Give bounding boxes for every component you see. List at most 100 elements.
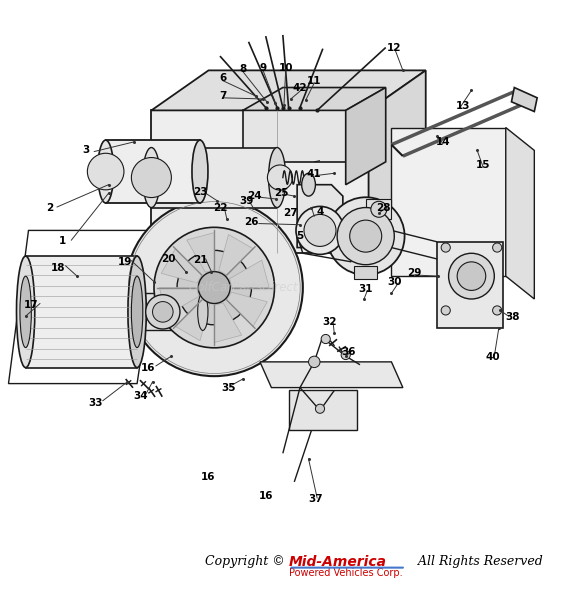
Circle shape	[154, 227, 274, 348]
Bar	[26, 256, 137, 368]
Text: 27: 27	[284, 208, 298, 218]
Text: 15: 15	[476, 160, 490, 170]
Ellipse shape	[192, 140, 208, 203]
Text: 4: 4	[316, 207, 324, 217]
Text: Mid-America: Mid-America	[289, 555, 386, 569]
Text: 19: 19	[117, 257, 132, 267]
Circle shape	[492, 243, 502, 252]
Text: 40: 40	[486, 352, 501, 362]
Text: 22: 22	[213, 203, 227, 212]
Bar	[437, 242, 503, 328]
Circle shape	[341, 350, 350, 359]
Bar	[137, 293, 203, 331]
Text: 6: 6	[219, 74, 226, 83]
Polygon shape	[297, 185, 343, 248]
Text: 7: 7	[219, 91, 227, 101]
Ellipse shape	[143, 148, 160, 208]
Circle shape	[309, 356, 320, 368]
Text: 5: 5	[296, 231, 303, 241]
Text: GolfCarPartsDirect: GolfCarPartsDirect	[188, 281, 298, 294]
Polygon shape	[160, 288, 199, 315]
Polygon shape	[368, 71, 426, 254]
Text: 10: 10	[278, 63, 293, 72]
Text: 14: 14	[436, 137, 450, 147]
Text: All Rights Reserved: All Rights Reserved	[414, 556, 543, 569]
Text: 21: 21	[193, 255, 207, 265]
Text: 26: 26	[244, 217, 259, 227]
Bar	[106, 140, 200, 203]
Text: 13: 13	[456, 101, 470, 111]
Text: 31: 31	[358, 283, 372, 294]
Text: 25: 25	[274, 188, 289, 199]
Text: 23: 23	[193, 187, 207, 197]
Circle shape	[267, 165, 292, 190]
Circle shape	[88, 153, 124, 190]
Text: 38: 38	[505, 312, 520, 322]
Polygon shape	[214, 303, 242, 343]
Text: 17: 17	[24, 300, 39, 310]
Text: 16: 16	[142, 362, 156, 373]
Bar	[151, 148, 277, 208]
Text: 16: 16	[201, 472, 216, 483]
Polygon shape	[346, 87, 386, 185]
Circle shape	[350, 220, 382, 252]
Polygon shape	[230, 260, 269, 288]
Text: 41: 41	[307, 169, 321, 179]
Polygon shape	[243, 111, 346, 162]
Ellipse shape	[132, 276, 143, 347]
Circle shape	[337, 208, 394, 265]
Circle shape	[153, 301, 173, 322]
Circle shape	[327, 197, 405, 275]
Text: Copyright ©: Copyright ©	[205, 556, 289, 569]
Text: 33: 33	[88, 398, 103, 408]
Circle shape	[448, 254, 494, 299]
Polygon shape	[219, 234, 253, 275]
Polygon shape	[289, 390, 357, 431]
Circle shape	[457, 262, 485, 291]
Polygon shape	[512, 87, 537, 112]
Text: 2: 2	[46, 203, 53, 212]
Circle shape	[371, 202, 387, 217]
Circle shape	[321, 334, 330, 344]
Text: 37: 37	[309, 494, 323, 504]
Text: 20: 20	[161, 254, 176, 264]
Circle shape	[492, 306, 502, 315]
Circle shape	[304, 215, 336, 246]
Text: 18: 18	[50, 263, 65, 273]
Text: 42: 42	[293, 83, 307, 93]
Text: 34: 34	[134, 391, 148, 401]
Text: 9: 9	[259, 63, 266, 72]
Ellipse shape	[132, 293, 142, 331]
Text: 16: 16	[259, 491, 273, 501]
Bar	[366, 199, 392, 219]
Ellipse shape	[16, 256, 35, 368]
Circle shape	[316, 404, 325, 413]
Text: 24: 24	[247, 191, 262, 201]
Text: 39: 39	[240, 196, 254, 206]
Polygon shape	[187, 233, 214, 272]
Circle shape	[441, 306, 450, 315]
Polygon shape	[227, 292, 267, 327]
Ellipse shape	[269, 148, 286, 208]
Polygon shape	[506, 127, 534, 299]
Circle shape	[146, 295, 180, 329]
Ellipse shape	[128, 256, 146, 368]
Polygon shape	[260, 362, 403, 388]
Circle shape	[132, 157, 171, 197]
Text: 1: 1	[59, 236, 67, 246]
Circle shape	[177, 251, 252, 325]
Bar	[354, 267, 377, 279]
Polygon shape	[392, 127, 506, 276]
Text: 28: 28	[376, 203, 391, 212]
Text: 35: 35	[222, 383, 236, 393]
Text: Powered Vehicles Corp.: Powered Vehicles Corp.	[289, 568, 402, 578]
Text: 30: 30	[387, 277, 401, 287]
Ellipse shape	[302, 173, 316, 196]
Ellipse shape	[97, 140, 114, 203]
Text: 11: 11	[307, 76, 321, 86]
Ellipse shape	[198, 293, 208, 331]
Circle shape	[126, 199, 303, 376]
Circle shape	[441, 243, 450, 252]
Text: 29: 29	[407, 269, 422, 278]
Circle shape	[198, 271, 230, 304]
